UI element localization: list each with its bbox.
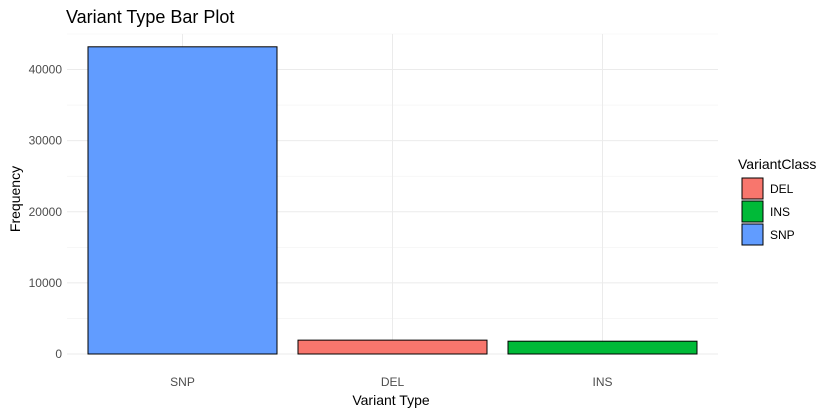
legend: VariantClass DEL INS SNP: [738, 156, 816, 246]
x-axis-title: Variant Type: [352, 392, 430, 408]
y-axis-title: Frequency: [7, 166, 23, 232]
y-tick-label: 20000: [29, 205, 63, 219]
legend-key-snp: [741, 223, 764, 246]
bars: [87, 46, 698, 355]
chart-title: Variant Type Bar Plot: [66, 7, 234, 27]
legend-label-snp: SNP: [770, 228, 795, 242]
y-tick-label: 0: [55, 347, 62, 361]
legend-key-del: [741, 177, 764, 200]
x-tick-labels: SNP DEL INS: [170, 375, 612, 389]
bar-snp: [87, 46, 278, 355]
bar-ins: [507, 340, 698, 355]
x-tick-label: DEL: [381, 375, 405, 389]
x-tick-label: INS: [592, 375, 612, 389]
legend-key-ins: [741, 200, 764, 223]
legend-label-ins: INS: [770, 205, 790, 219]
y-tick-labels: 0 10000 20000 30000 40000: [29, 63, 63, 361]
y-tick-label: 30000: [29, 134, 63, 148]
x-tick-label: SNP: [170, 375, 195, 389]
bar-del: [297, 339, 488, 355]
y-tick-label: 40000: [29, 63, 63, 77]
legend-label-del: DEL: [770, 182, 794, 196]
y-tick-label: 10000: [29, 276, 63, 290]
legend-title: VariantClass: [738, 156, 816, 172]
